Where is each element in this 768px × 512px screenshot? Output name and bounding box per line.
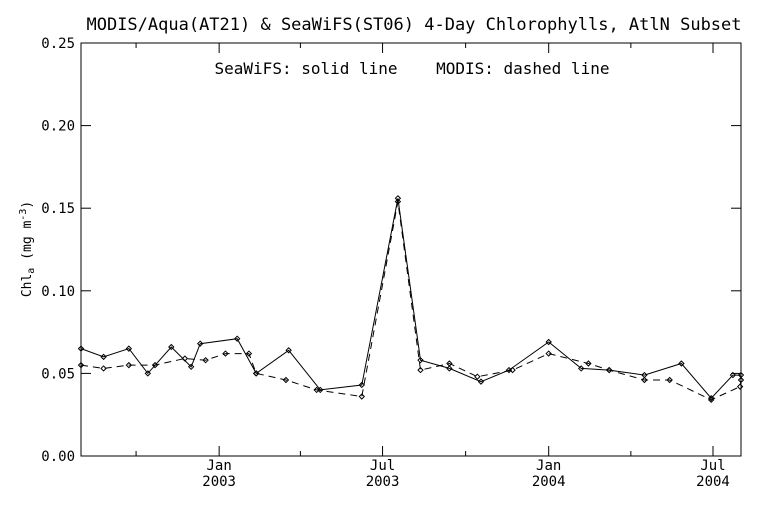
point-marker-seawifs	[446, 365, 453, 372]
point-marker-seawifs	[417, 356, 424, 364]
point-marker-seawifs	[233, 335, 241, 342]
point-marker-modis	[151, 361, 159, 369]
point-marker-seawifs	[394, 195, 402, 202]
point-marker-seawifs	[125, 345, 133, 352]
point-marker-seawifs	[707, 394, 715, 402]
point-marker-modis	[313, 386, 320, 394]
x-tick-year-label: 2003	[366, 474, 400, 490]
series-layer	[77, 195, 745, 404]
point-marker-modis	[100, 365, 107, 372]
point-marker-modis	[245, 350, 253, 357]
point-marker-modis	[417, 366, 424, 374]
point-marker-modis	[394, 198, 402, 205]
point-marker-modis	[585, 360, 592, 367]
x-tick-month-label: Jul	[370, 458, 395, 474]
point-marker-modis	[222, 350, 229, 357]
point-marker-modis	[707, 396, 715, 404]
point-marker-modis	[181, 355, 189, 362]
point-marker-seawifs	[358, 381, 366, 389]
plot-frame	[80, 42, 742, 457]
point-marker-modis	[641, 376, 648, 384]
point-marker-seawifs	[100, 353, 107, 361]
y-tick-label: 0.20	[41, 119, 75, 135]
point-marker-seawifs	[77, 345, 85, 352]
x-tick-year-label: 2004	[532, 474, 566, 490]
point-marker-seawifs	[187, 363, 195, 370]
chart-title: MODIS/Aqua(AT21) & SeaWiFS(ST06) 4-Day C…	[86, 15, 741, 35]
series-seawifs	[77, 195, 745, 402]
point-marker-modis	[736, 383, 744, 390]
x-tick-month-label: Jan	[536, 458, 561, 474]
point-marker-seawifs	[545, 338, 552, 346]
x-tick-year-label: 2003	[202, 474, 236, 490]
point-marker-modis	[446, 360, 453, 367]
point-marker-modis	[77, 361, 85, 369]
point-marker-modis	[605, 366, 613, 374]
y-tick-label: 0.00	[41, 449, 75, 465]
point-marker-seawifs	[196, 340, 204, 347]
y-tick-label: 0.10	[41, 284, 75, 300]
point-marker-seawifs	[477, 378, 485, 385]
point-marker-modis	[545, 350, 552, 357]
y-tick-label: 0.25	[41, 36, 75, 52]
point-marker-modis	[474, 373, 481, 380]
y-axis-label: Chla (mg m-3)	[18, 201, 37, 297]
series-line-seawifs	[80, 198, 741, 399]
x-tick-month-label: Jul	[700, 458, 725, 474]
point-marker-seawifs	[168, 343, 175, 351]
point-marker-modis	[666, 376, 673, 384]
x-tick-month-label: Jan	[206, 458, 231, 474]
point-marker-modis	[202, 356, 209, 364]
point-marker-modis	[252, 370, 260, 377]
point-marker-seawifs	[729, 371, 737, 379]
x-tick-year-label: 2004	[696, 474, 730, 490]
point-marker-seawifs	[577, 365, 585, 372]
y-tick-label: 0.05	[41, 366, 75, 382]
point-marker-modis	[282, 376, 290, 384]
point-marker-seawifs	[285, 347, 292, 354]
point-marker-modis	[358, 393, 366, 400]
y-axis: 0.00 0.05 0.10 0.15 0.20 0.25	[41, 36, 741, 465]
point-marker-modis	[737, 376, 745, 384]
point-marker-seawifs	[144, 370, 152, 377]
y-tick-label: 0.15	[41, 201, 75, 217]
point-marker-seawifs	[678, 360, 685, 367]
point-marker-modis	[125, 361, 133, 369]
series-modis	[77, 198, 745, 404]
series-line-modis	[80, 201, 742, 401]
line-style-annotation: SeaWiFS: solid line MODIS: dashed line	[215, 59, 610, 78]
point-marker-modis	[509, 366, 516, 374]
